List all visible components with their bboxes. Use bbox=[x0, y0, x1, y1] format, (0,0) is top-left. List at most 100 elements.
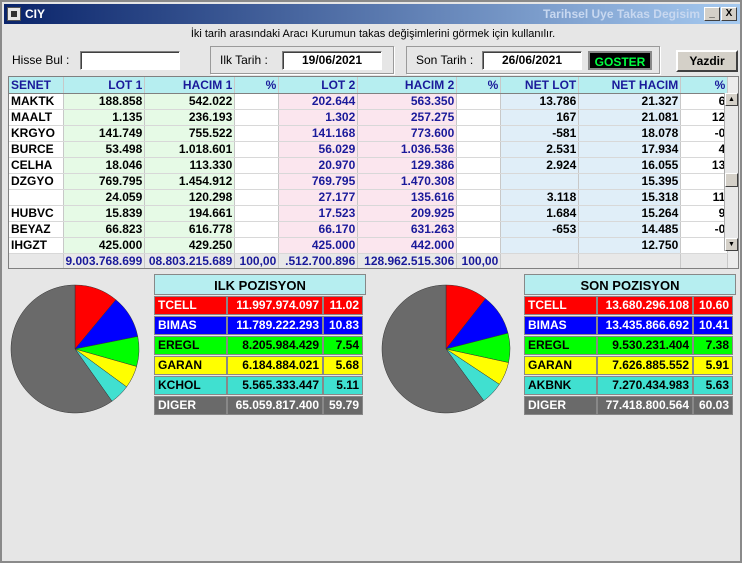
table-cell: 616.778 bbox=[144, 221, 236, 238]
son-tarih-field[interactable]: 26/06/2021 bbox=[482, 51, 582, 70]
table-row[interactable]: 24.059 120.298 27.177 135.616 3.118 15.318 11 bbox=[9, 189, 729, 206]
table-cell: 563.350 bbox=[357, 93, 458, 110]
column-header[interactable]: % bbox=[680, 77, 729, 94]
position-value: 77.418.800.564 bbox=[597, 396, 693, 415]
table-cell: 1.135 bbox=[63, 109, 146, 126]
ilk-pozisyon-row: KCHOL 5.565.333.447 5.11 bbox=[154, 376, 363, 395]
table-row[interactable]: KRGYO 141.749 755.522 141.168 773.600 -581 18.… bbox=[9, 125, 729, 142]
column-header[interactable]: % bbox=[456, 77, 502, 94]
scroll-down-arrow-icon[interactable]: ▼ bbox=[725, 238, 738, 251]
table-cell: 15.839 bbox=[63, 205, 146, 222]
scroll-thumb[interactable] bbox=[725, 173, 738, 187]
table-row[interactable]: IHGZT 425.000 429.250 425.000 442.000 12.750 bbox=[9, 237, 729, 254]
data-grid[interactable]: SENET LOT 1 HACIM 1% LOT 2 HACIM 2% NET LOT NE… bbox=[8, 76, 739, 269]
table-row[interactable]: MAKTK 188.858 542.022 202.644 563.350 13.786 2… bbox=[9, 93, 729, 110]
son-pozisyon-row: GARAN 7.626.885.552 5.91 bbox=[524, 356, 733, 375]
table-row[interactable]: BURCE 53.498 1.018.601 56.029 1.036.536 2.531… bbox=[9, 141, 729, 158]
table-cell: 202.644 bbox=[278, 93, 359, 110]
yazdir-button[interactable]: Yazdir bbox=[676, 50, 738, 72]
column-header[interactable]: LOT 2 bbox=[278, 77, 359, 94]
position-name: TCELL bbox=[154, 296, 227, 315]
table-cell bbox=[234, 141, 280, 158]
ilk-tarih-field[interactable]: 19/06/2021 bbox=[282, 51, 382, 70]
table-cell: 56.029 bbox=[278, 141, 359, 158]
position-name: EREGL bbox=[524, 336, 597, 355]
position-percent: 60.03 bbox=[693, 396, 733, 415]
table-cell bbox=[500, 237, 580, 254]
scroll-up-arrow-icon[interactable]: ▲ bbox=[725, 93, 738, 106]
table-cell bbox=[456, 157, 502, 174]
table-cell: BEYAZ bbox=[9, 221, 64, 238]
total-cell bbox=[680, 253, 729, 268]
son-pozisyon-row: AKBNK 7.270.434.983 5.63 bbox=[524, 376, 733, 395]
total-cell: .512.700.896 bbox=[278, 253, 359, 268]
table-cell: 24.059 bbox=[63, 189, 146, 206]
column-header[interactable]: SENET bbox=[9, 77, 64, 94]
position-name: BIMAS bbox=[154, 316, 227, 335]
position-name: GARAN bbox=[524, 356, 597, 375]
position-percent: 59.79 bbox=[323, 396, 363, 415]
table-cell: 12 bbox=[680, 109, 729, 126]
table-cell bbox=[456, 205, 502, 222]
table-cell: 194.661 bbox=[144, 205, 236, 222]
table-cell bbox=[234, 189, 280, 206]
title-bar[interactable]: CIY Tarihsel Uye Takas Degisim _ X bbox=[4, 4, 740, 24]
position-name: BIMAS bbox=[524, 316, 597, 335]
position-percent: 5.63 bbox=[693, 376, 733, 395]
ilk-pozisyon-row: TCELL 11.997.974.097 11.02 bbox=[154, 296, 363, 315]
minimize-button[interactable]: _ bbox=[704, 7, 720, 21]
position-percent: 5.68 bbox=[323, 356, 363, 375]
son-pozisyon-row: DIGER 77.418.800.564 60.03 bbox=[524, 396, 733, 415]
table-cell: 1.036.536 bbox=[357, 141, 458, 158]
position-name: TCELL bbox=[524, 296, 597, 315]
total-cell: 9.003.768.699 bbox=[63, 253, 146, 268]
son-pozisyon-title: SON POZISYON bbox=[524, 274, 736, 295]
position-value: 11.997.974.097 bbox=[227, 296, 323, 315]
pie-slice-diger bbox=[381, 284, 485, 414]
hisse-search-input[interactable] bbox=[80, 51, 180, 70]
table-row[interactable]: MAALT 1.135 236.193 1.302 257.275 167 21.081 12 bbox=[9, 109, 729, 126]
position-percent: 7.54 bbox=[323, 336, 363, 355]
position-percent: 11.02 bbox=[323, 296, 363, 315]
table-cell: 188.858 bbox=[63, 93, 146, 110]
position-percent: 5.91 bbox=[693, 356, 733, 375]
total-cell bbox=[578, 253, 682, 268]
table-cell: 14.485 bbox=[578, 221, 682, 238]
vertical-scrollbar[interactable]: ▲ ▼ bbox=[724, 93, 738, 251]
table-cell: 209.925 bbox=[357, 205, 458, 222]
column-header[interactable]: LOT 1 bbox=[63, 77, 146, 94]
position-value: 6.184.884.021 bbox=[227, 356, 323, 375]
table-cell: 257.275 bbox=[357, 109, 458, 126]
column-header[interactable]: % bbox=[234, 77, 280, 94]
column-header[interactable]: NET HACIM bbox=[578, 77, 682, 94]
position-name: GARAN bbox=[154, 356, 227, 375]
table-cell bbox=[500, 173, 580, 190]
table-cell bbox=[234, 205, 280, 222]
table-row[interactable]: DZGYO 769.795 1.454.912 769.795 1.470.308 15.… bbox=[9, 173, 729, 190]
table-cell: 113.330 bbox=[144, 157, 236, 174]
position-percent: 10.60 bbox=[693, 296, 733, 315]
table-row[interactable]: HUBVC 15.839 194.661 17.523 209.925 1.684 15.2… bbox=[9, 205, 729, 222]
table-cell: 21.081 bbox=[578, 109, 682, 126]
table-cell bbox=[456, 237, 502, 254]
table-cell bbox=[234, 93, 280, 110]
app-icon[interactable] bbox=[7, 7, 21, 21]
pie-slice-diger bbox=[10, 284, 113, 414]
table-cell: MAALT bbox=[9, 109, 64, 126]
window-title: CIY bbox=[25, 7, 46, 21]
table-cell: DZGYO bbox=[9, 173, 64, 190]
table-row[interactable]: CELHA 18.046 113.330 20.970 129.386 2.924 16.0… bbox=[9, 157, 729, 174]
table-cell: 15.264 bbox=[578, 205, 682, 222]
column-header[interactable]: HACIM 2 bbox=[357, 77, 458, 94]
close-button[interactable]: X bbox=[721, 7, 737, 21]
son-pozisyon-row: BIMAS 13.435.866.692 10.41 bbox=[524, 316, 733, 335]
goster-button[interactable]: GOSTER bbox=[588, 51, 652, 70]
column-header[interactable]: NET LOT bbox=[500, 77, 580, 94]
table-cell: 120.298 bbox=[144, 189, 236, 206]
table-row[interactable]: BEYAZ 66.823 616.778 66.170 631.263 -653 14.48… bbox=[9, 221, 729, 238]
table-cell: 755.522 bbox=[144, 125, 236, 142]
table-cell: 15.395 bbox=[578, 173, 682, 190]
position-percent: 5.11 bbox=[323, 376, 363, 395]
column-header[interactable]: HACIM 1 bbox=[144, 77, 236, 94]
table-cell: 16.055 bbox=[578, 157, 682, 174]
